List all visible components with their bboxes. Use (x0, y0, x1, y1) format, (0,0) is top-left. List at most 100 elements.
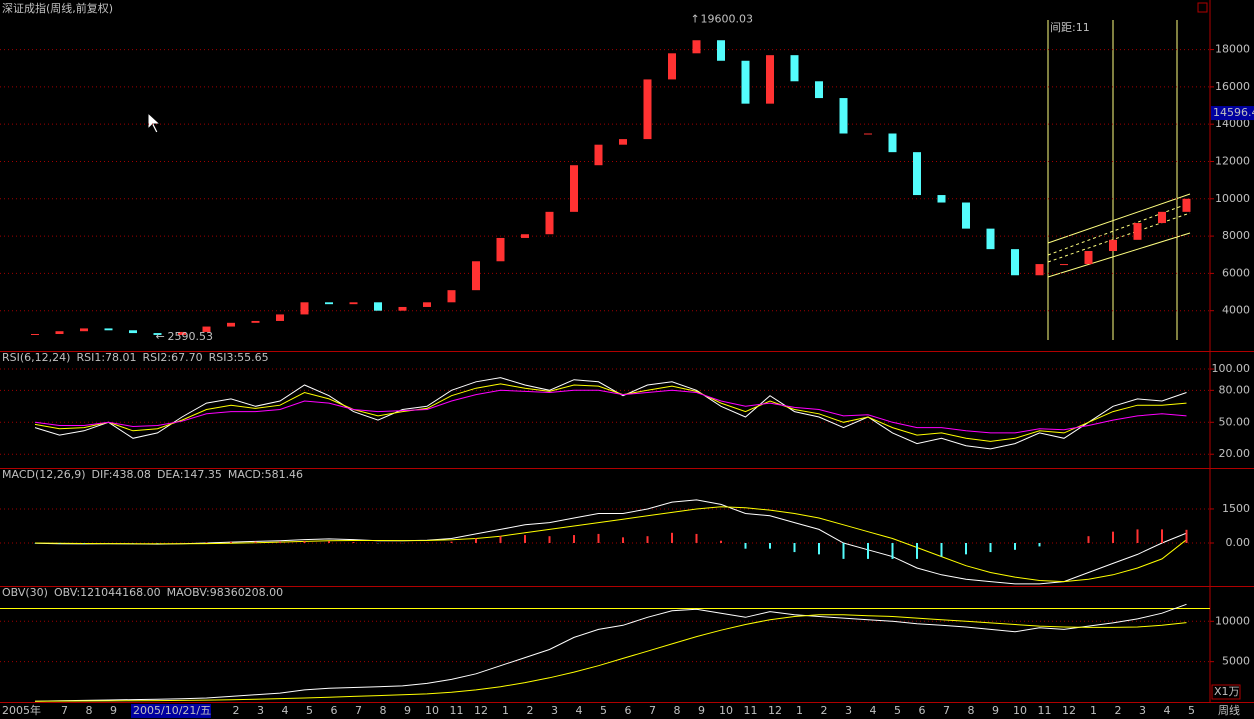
x-tick-label: 11 (450, 704, 464, 717)
candle-body (1011, 249, 1019, 276)
candle-body (521, 234, 529, 238)
x-tick-label: 3 (845, 704, 852, 717)
candle-body (888, 133, 897, 153)
x-tick-label: 5 (894, 704, 901, 717)
candle-body (619, 139, 627, 145)
legend-entry: DIF:438.08 (92, 468, 151, 481)
indicator-line (34, 377, 1187, 450)
candle-body (398, 306, 407, 311)
x-tick-label: 10 (1013, 704, 1027, 717)
x-tick-label: 9 (110, 704, 117, 717)
legend-entry: MAOBV:98360208.00 (167, 586, 284, 599)
candle-body (202, 326, 211, 332)
candle-body (153, 333, 162, 335)
candle-body (643, 79, 652, 140)
candle-body (80, 328, 88, 332)
indicator-line (34, 614, 1187, 702)
candle-body (815, 81, 823, 99)
candle-body (1109, 239, 1117, 252)
indicator-line (34, 383, 1187, 442)
y-tick-label: 10000 (1215, 614, 1250, 627)
y-tick-label: 16000 (1215, 80, 1250, 93)
candle-body (423, 302, 431, 307)
indicator-line (34, 603, 1187, 702)
x-tick-label: 4 (576, 704, 583, 717)
indicator-line (34, 499, 1187, 585)
y-tick-label: 12000 (1215, 154, 1250, 167)
x-tick-label: 2 (233, 704, 240, 717)
candle-body (276, 314, 284, 321)
x-tick-label: 12 (474, 704, 488, 717)
candle-body (986, 228, 995, 250)
mouse-cursor (147, 111, 162, 134)
x-tick-label: 7 (61, 704, 68, 717)
low-arrow: ← (156, 330, 165, 343)
y-tick-label: 80.00 (1219, 383, 1251, 396)
high-label: 19600.03 (701, 13, 754, 26)
candle-body (1182, 198, 1191, 212)
x-tick-label: 2 (527, 704, 534, 717)
x-tick-label: 11 (744, 704, 758, 717)
x-tick-label: 4 (282, 704, 289, 717)
candle-body (496, 237, 505, 262)
candle-body (839, 98, 848, 134)
panel-title: MACD(12,26,9) (2, 468, 86, 481)
candle-body (178, 331, 186, 335)
x-tick-label: 7 (355, 704, 362, 717)
candle-body (1035, 264, 1044, 276)
x-tick-label: 3 (257, 704, 264, 717)
window-button[interactable] (1197, 2, 1208, 13)
x-tick-label: 8 (968, 704, 975, 717)
x-tick-label: 5 (600, 704, 607, 717)
candle-body (31, 334, 39, 336)
x-tick-label: 6 (625, 704, 632, 717)
candle-body (766, 55, 774, 104)
candle-body (1084, 251, 1093, 265)
y-tick-label: 20.00 (1219, 447, 1251, 460)
y-tick-label: 18000 (1215, 43, 1250, 56)
y-tick-label: 100.00 (1212, 362, 1251, 375)
x-tick-label: 2 (821, 704, 828, 717)
candle-body (864, 133, 872, 135)
candle-body (570, 165, 578, 212)
channel-tool (1047, 20, 1191, 340)
x-tick-label: 5 (1188, 704, 1195, 717)
y-tick-label: 50.00 (1219, 415, 1251, 428)
low-label: 2590.53 (168, 330, 214, 343)
x-tick-label: 6 (331, 704, 338, 717)
candle-body (104, 328, 113, 331)
candle-body (545, 211, 554, 235)
legend-entry: DEA:147.35 (157, 468, 222, 481)
candle-body (472, 261, 480, 291)
candle-body (300, 302, 309, 315)
x-tick-label: 1 (1090, 704, 1097, 717)
x-tick-label: 10 (719, 704, 733, 717)
y-tick-label: 1500 (1222, 502, 1250, 515)
indicator-line (34, 389, 1187, 434)
date-highlight (131, 704, 211, 718)
x-tick-label: 2 (1115, 704, 1122, 717)
x-tick-label: 1 (796, 704, 803, 717)
x-tick-label: 4 (1164, 704, 1171, 717)
channel-label: 间距:11 (1050, 21, 1090, 34)
x-tick-label: 7 (649, 704, 656, 717)
candle-body (937, 195, 946, 203)
x-tick-label: 7 (943, 704, 950, 717)
legend-entry: RSI1:78.01 (76, 351, 136, 364)
unit-label: X1万 (1214, 685, 1240, 698)
x-tick-label: 5 (306, 704, 313, 717)
panel-title: OBV(30) (2, 586, 48, 599)
x-tick-label: 8 (674, 704, 681, 717)
candle-body (741, 60, 750, 104)
x-tick-label: 12 (1062, 704, 1076, 717)
x-tick-label: 9 (698, 704, 705, 717)
candle-body (1133, 223, 1142, 240)
x-tick-label: 2005年 (2, 703, 41, 717)
y-tick-label: 8000 (1222, 229, 1250, 242)
y-tick-label: 10000 (1215, 192, 1250, 205)
y-tick-label: 6000 (1222, 266, 1250, 279)
legend-entry: RSI3:55.65 (209, 351, 269, 364)
candle-body (227, 322, 235, 327)
x-tick-label: 11 (1038, 704, 1052, 717)
